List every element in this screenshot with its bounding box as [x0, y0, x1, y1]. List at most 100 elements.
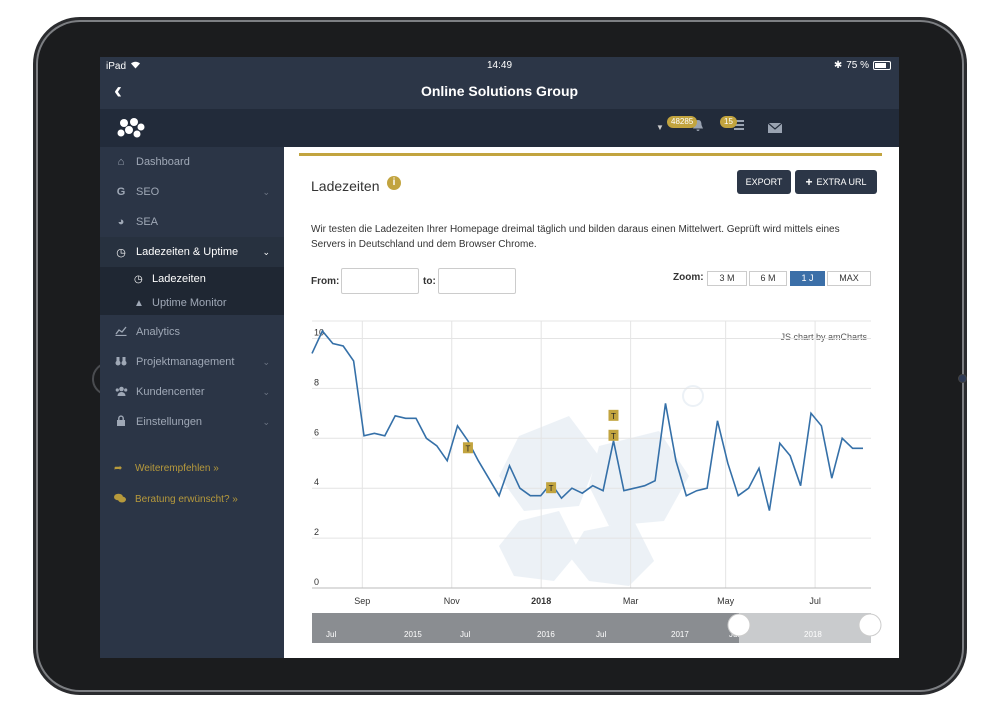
chevron-down-icon: ⌄ [262, 186, 270, 197]
chevron-down-icon: ⌄ [262, 386, 270, 397]
card-title: Ladezeiten [311, 178, 380, 194]
sidebar-item-sea[interactable]: ◕ SEA [100, 207, 284, 237]
clock-icon: ◷ [134, 273, 143, 285]
sidebar-subitem-ladezeiten[interactable]: ◷ Ladezeiten [100, 267, 284, 291]
scrollbar-label: 2018 [804, 630, 822, 639]
front-camera [958, 374, 967, 383]
pie-chart-icon: ◕ [117, 216, 125, 228]
sidebar-item-projektmanagement[interactable]: Projektmanagement ⌄ [100, 347, 284, 377]
promo-weiterempfehlen[interactable]: ➦ Weiterempfehlen » [100, 463, 219, 474]
sidebar-item-label: SEA [136, 216, 159, 228]
extra-url-button[interactable]: + EXTRA URL [795, 170, 877, 194]
status-bar: iPad 14:49 ✱ 75 % [100, 57, 899, 75]
chart-credit[interactable]: JS chart by amCharts [780, 332, 867, 342]
annotation-flag [608, 409, 619, 421]
x-tick-label: Mar [623, 596, 639, 606]
scrollbar-label: 2017 [671, 630, 689, 639]
messages-badge: 15 [720, 116, 737, 128]
back-chevron-icon[interactable]: ‹ [114, 77, 122, 104]
load-time-series-line[interactable] [311, 329, 863, 511]
sidebar-item-analytics[interactable]: Analytics [100, 317, 284, 347]
sidebar-subitem-label: Ladezeiten [152, 273, 206, 285]
promo-beratung[interactable]: Beratung erwünscht? » [100, 493, 238, 506]
main-content: Ladezeiten i EXPORT + EXTRA URL Wir test… [284, 147, 899, 658]
annotation-flag [546, 482, 557, 494]
zoom-max-button[interactable]: MAX [827, 271, 871, 286]
users-icon [114, 386, 128, 399]
envelope-icon[interactable] [767, 121, 783, 136]
ladezeiten-card: Ladezeiten i EXPORT + EXTRA URL Wir test… [299, 153, 882, 658]
project-dropdown-chevron-icon[interactable]: ▼ [656, 123, 664, 132]
x-tick-label: Sep [354, 596, 370, 606]
to-label: to: [423, 276, 436, 287]
sidebar-item-dashboard[interactable]: ⌂ Dashboard [100, 147, 284, 177]
annotation-flag-label: T [611, 432, 616, 441]
device-label: iPad [106, 60, 127, 72]
annotation-flag-label: T [465, 444, 470, 453]
sidebar-item-ladezeiten-uptime[interactable]: ◷ Ladezeiten & Uptime ⌄ [100, 237, 284, 267]
home-icon: ⌂ [117, 156, 125, 168]
google-icon: G [116, 186, 126, 198]
zoom-label: Zoom: [673, 272, 704, 283]
sidebar-subitem-uptime-monitor[interactable]: ▲ Uptime Monitor [100, 291, 284, 315]
sidebar-item-label: Dashboard [136, 156, 190, 168]
scrollbar-handle-left[interactable] [727, 613, 751, 637]
x-tick-label: Jul [809, 596, 821, 606]
export-button[interactable]: EXPORT [737, 170, 791, 194]
scrollbar-label: Jul [460, 630, 470, 639]
chart-scrollbar[interactable]: Jul2015Jul2016Jul2017Jul2018 [312, 613, 882, 643]
to-date-input[interactable] [438, 268, 516, 294]
sidebar-subitem-label: Uptime Monitor [152, 297, 227, 309]
scrollbar-label: Jul [596, 630, 606, 639]
annotation-flag-label: T [611, 412, 616, 421]
promo-label: Beratung erwünscht? » [135, 494, 238, 505]
info-icon[interactable]: i [387, 176, 401, 190]
nav-title: Online Solutions Group [420, 83, 579, 99]
from-date-input[interactable] [341, 268, 419, 294]
zoom-1j-button[interactable]: 1 J [790, 271, 825, 286]
description-text: Wir testen die Ladezeiten Ihrer Homepage… [311, 224, 840, 250]
sidebar-item-seo[interactable]: G SEO ⌄ [100, 177, 284, 207]
area-chart-icon: ▲ [134, 297, 144, 309]
sidebar-item-kundencenter[interactable]: Kundencenter ⌄ [100, 377, 284, 407]
tasks-icon[interactable] [732, 119, 745, 134]
clock: 14:49 [486, 60, 513, 71]
annotation-flag [462, 442, 473, 454]
notifications-badge: 48285 [667, 116, 698, 128]
clock-icon: ◷ [116, 246, 126, 259]
annotation-flag-label: T [549, 484, 554, 493]
lock-icon [114, 415, 128, 429]
from-label: From: [311, 276, 340, 287]
promo-label: Weiterempfehlen » [135, 463, 219, 474]
scrollbar-handle-right[interactable] [858, 613, 882, 637]
logo[interactable] [116, 117, 146, 139]
zoom-3m-button[interactable]: 3 M [707, 271, 747, 286]
chevron-down-icon: ⌄ [262, 246, 270, 257]
x-tick-label: 2018 [531, 596, 551, 606]
sidebar-item-einstellungen[interactable]: Einstellungen ⌄ [100, 407, 284, 437]
x-tick-label: May [717, 596, 735, 606]
sidebar-item-label: SEO [136, 186, 160, 198]
sidebar-item-label: Analytics [136, 326, 181, 338]
scrollbar-label: Jul [326, 630, 336, 639]
chat-bubbles-icon [114, 493, 128, 506]
app-header: ▼ 48285 15 [100, 109, 899, 147]
chevron-down-icon: ⌄ [262, 356, 270, 367]
scrollbar-label: 2015 [404, 630, 422, 639]
share-arrow-icon: ➦ [114, 463, 123, 474]
y-tick-label: 4 [314, 477, 319, 487]
sidebar: ⌂ Dashboard G SEO ⌄ ◕ SEA ◷ Ladezeiten &… [100, 147, 284, 658]
battery-icon [873, 61, 891, 70]
load-time-chart[interactable]: JS chart by amCharts 0 2 4 6 8 10 Sep Nov 2018 M… [299, 316, 882, 658]
binoculars-icon [114, 356, 128, 369]
y-tick-label: 10 [314, 327, 324, 337]
battery-percent: 75 % [846, 60, 869, 71]
bluetooth-icon: ✱ [833, 60, 843, 71]
chevron-down-icon: ⌄ [262, 416, 270, 427]
y-tick-label: 0 [314, 577, 319, 587]
y-axis-ticks: 0 2 4 6 8 10 [314, 327, 324, 587]
x-tick-label: Nov [444, 596, 461, 606]
zoom-6m-button[interactable]: 6 M [749, 271, 787, 286]
scrollbar-label: 2016 [537, 630, 555, 639]
x-axis-ticks: Sep Nov 2018 Mar May Jul [354, 596, 821, 606]
